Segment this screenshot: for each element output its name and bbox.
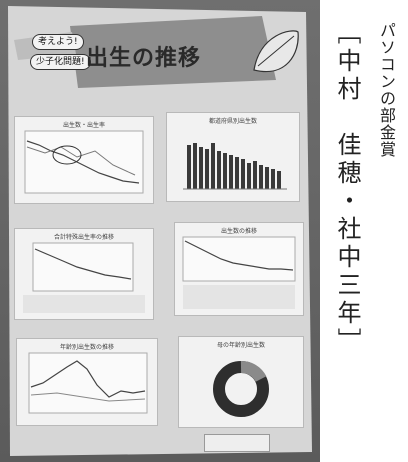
- leaf-illustration: [253, 30, 299, 73]
- credit-label: [204, 434, 270, 452]
- chart-card-1: 出生数・出生率: [14, 116, 154, 204]
- award-caption: パソコンの部金賞: [377, 22, 396, 158]
- chart-card-3-plot: [23, 242, 145, 313]
- chart-card-1-plot: [24, 130, 144, 194]
- chart-card-2-plot: [183, 143, 287, 190]
- chart-card-2-title: 都道府県別出生数: [208, 118, 257, 125]
- chart-card-6-title: 母の年齢別出生数: [216, 342, 265, 349]
- author-caption: ［中村 佳穂・社中三年］: [333, 20, 361, 356]
- chart-card-4: 出生数の推移: [174, 222, 304, 316]
- chart-card-3-title: 合計特殊出生率の推移: [53, 234, 114, 241]
- chart-card-3: 合計特殊出生率の推移: [14, 228, 154, 320]
- chart-card-1-title: 出生数・出生率: [62, 122, 105, 129]
- bubble-think: 考えよう!: [32, 34, 84, 50]
- chart-card-2: 都道府県別出生数: [166, 112, 300, 202]
- poster-photo: 考えよう! 少子化問題! 出生の推移 出生数・出生率 都道府県別出生数: [0, 0, 320, 462]
- poster-title-text: 出生の推移: [86, 46, 202, 71]
- chart-card-5: 年齢別出生数の推移: [16, 338, 158, 426]
- chart-card-4-plot: [182, 236, 296, 309]
- chart-card-6: 母の年齢別出生数: [178, 336, 304, 428]
- bubble-problem: 少子化問題!: [30, 54, 91, 70]
- poster-title: 出生の推移: [80, 30, 245, 72]
- chart-card-5-title: 年齢別出生数の推移: [59, 344, 114, 351]
- chart-card-5-plot: [28, 352, 148, 414]
- chart-card-6-plot: [213, 361, 269, 417]
- bar-series: [187, 143, 281, 189]
- chart-card-4-title: 出生数の推移: [220, 228, 257, 235]
